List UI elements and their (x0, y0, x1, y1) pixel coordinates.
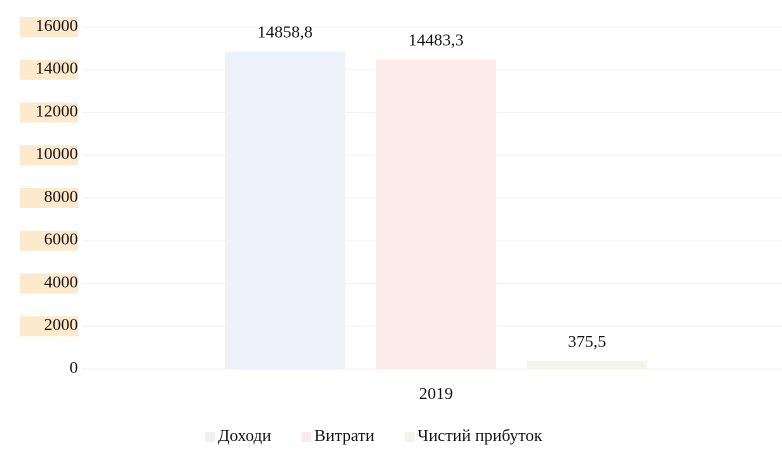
y-tick-label: 4000 (44, 272, 78, 291)
legend-label: Доходи (218, 426, 271, 445)
x-tick-label: 2019 (419, 384, 453, 403)
legend-swatch (301, 432, 312, 442)
y-tick-label: 16000 (36, 16, 79, 35)
tick-highlight (20, 102, 78, 123)
value-label: 375,5 (568, 332, 606, 351)
legend-label: Чистий прибуток (418, 426, 543, 445)
y-tick-label: 6000 (44, 230, 78, 249)
tick-highlight (20, 59, 78, 80)
y-tick-label: 8000 (44, 187, 78, 206)
bar (376, 59, 496, 369)
y-tick-label: 0 (70, 358, 79, 377)
tick-highlight (20, 273, 78, 294)
y-tick-label: 12000 (36, 101, 79, 120)
value-label: 14858,8 (257, 22, 312, 41)
bar (225, 51, 345, 369)
y-tick-label: 2000 (44, 315, 78, 334)
tick-highlight (20, 145, 78, 166)
legend-label: Витрати (314, 426, 374, 445)
y-tick-label: 14000 (36, 59, 79, 78)
value-label: 14483,3 (408, 30, 463, 49)
y-tick-label: 10000 (36, 144, 79, 163)
tick-highlight (20, 17, 78, 37)
bar (527, 360, 647, 369)
legend-swatch (404, 432, 415, 442)
legend-swatch (205, 432, 215, 442)
tick-highlight (20, 316, 78, 337)
tick-highlight (20, 230, 78, 251)
tick-highlight (20, 188, 78, 208)
